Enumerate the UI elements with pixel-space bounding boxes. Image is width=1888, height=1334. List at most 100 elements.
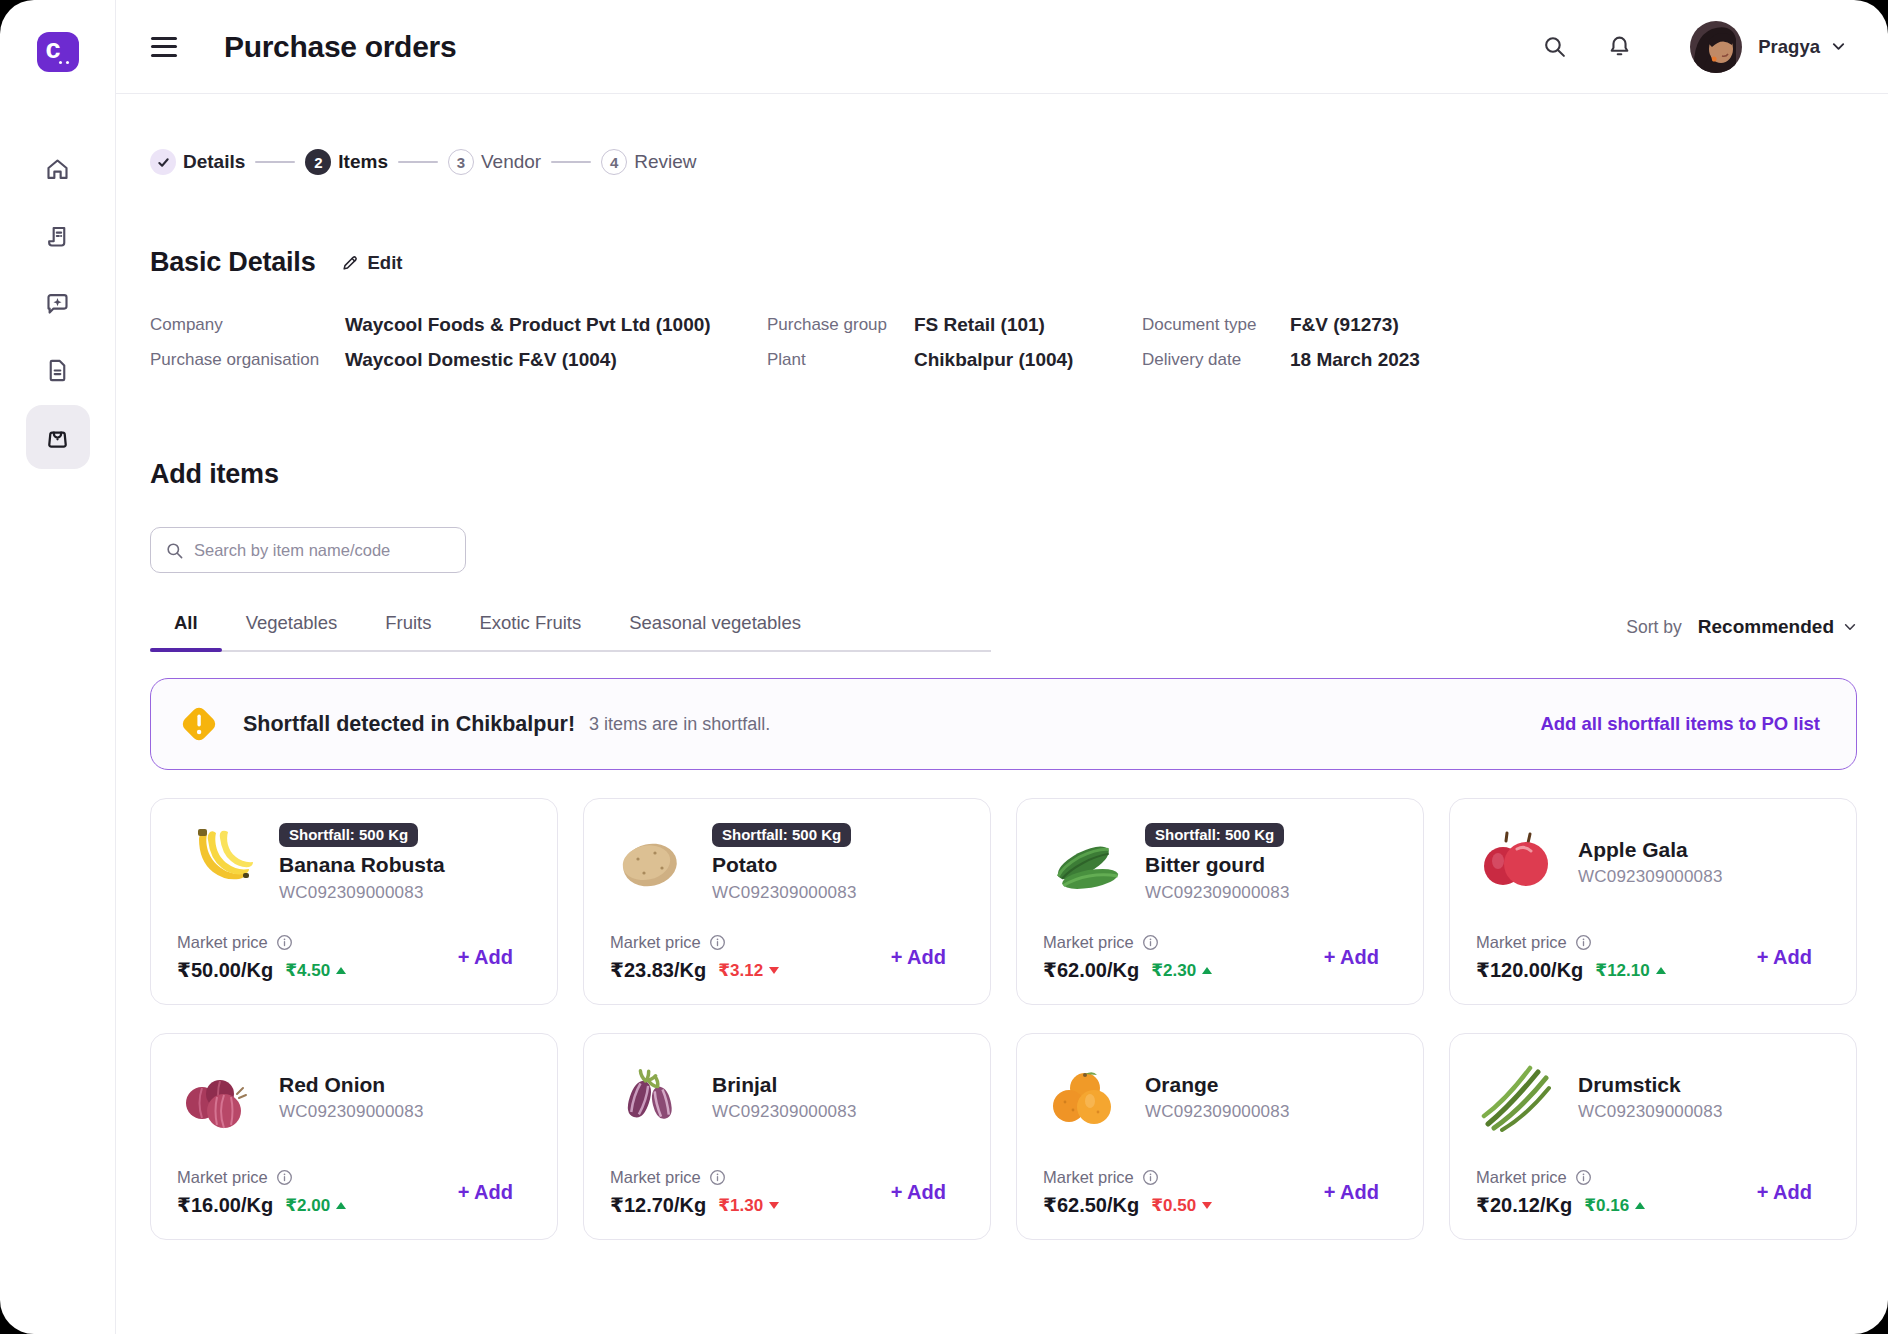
document-icon [44, 357, 71, 384]
item-cards-grid: Shortfall: 500 Kg Banana Robusta WC09230… [150, 798, 1857, 1240]
tab-fruits[interactable]: Fruits [361, 612, 455, 650]
item-price: ₹20.12/Kg [1476, 1193, 1572, 1217]
item-price: ₹50.00/Kg [177, 958, 273, 982]
step-vendor[interactable]: 3Vendor [448, 149, 541, 175]
orange-image [1043, 1058, 1123, 1138]
price-change: ₹2.30 [1151, 960, 1212, 981]
trend-icon [336, 967, 346, 974]
add-item-button[interactable]: + Add [458, 946, 513, 969]
item-search[interactable] [150, 527, 466, 573]
step-review[interactable]: 4 Review [601, 149, 696, 175]
sidebar-item-home[interactable] [26, 137, 90, 201]
search-icon[interactable] [1542, 34, 1567, 59]
app-window: c Purchase orders Pragya Detail [0, 0, 1888, 1334]
shortfall-badge: Shortfall: 500 Kg [279, 823, 418, 847]
add-item-button[interactable]: + Add [891, 1181, 946, 1204]
tab-all[interactable]: All [150, 612, 222, 650]
step-number: 4 [601, 149, 627, 175]
sort-value: Recommended [1698, 616, 1834, 638]
info-icon[interactable] [1142, 1169, 1159, 1186]
step-items[interactable]: 2Items [305, 149, 388, 175]
info-icon[interactable] [1575, 934, 1592, 951]
field-value: Chikbalpur (1004) [914, 349, 1142, 371]
field-value: 18 March 2023 [1290, 349, 1857, 371]
add-item-button[interactable]: + Add [458, 1181, 513, 1204]
info-icon[interactable] [709, 934, 726, 951]
sidebar-item-messages[interactable] [26, 271, 90, 335]
page-title: Purchase orders [224, 30, 456, 64]
item-code: WC092309000083 [712, 1102, 857, 1122]
brinjal-image [610, 1058, 690, 1138]
field-value: Waycool Domestic F&V (1004) [345, 349, 767, 371]
add-item-button[interactable]: + Add [1324, 946, 1379, 969]
shortfall-badge: Shortfall: 500 Kg [1145, 823, 1284, 847]
step-number: 3 [448, 149, 474, 175]
alert-title: Shortfall detected in Chikbalpur! [243, 712, 575, 737]
info-icon[interactable] [276, 1169, 293, 1186]
banana-image [177, 823, 257, 903]
brand-logo[interactable]: c [37, 32, 79, 72]
price-change: ₹2.00 [285, 1195, 346, 1216]
step-details[interactable]: Details [150, 149, 245, 175]
add-item-button[interactable]: + Add [1324, 1181, 1379, 1204]
info-icon[interactable] [1142, 934, 1159, 951]
sort-label: Sort by [1626, 617, 1681, 638]
item-price: ₹120.00/Kg [1476, 958, 1583, 982]
market-price-label: Market price [610, 1168, 701, 1187]
price-change: ₹0.16 [1584, 1195, 1645, 1216]
item-card: Red Onion WC092309000083 Market price ₹1… [150, 1033, 558, 1240]
price-change: ₹1.30 [718, 1195, 779, 1216]
notifications-icon[interactable] [1607, 34, 1632, 59]
check-icon [150, 149, 176, 175]
stepper-connector [551, 161, 591, 163]
step-number: 2 [305, 149, 331, 175]
info-icon[interactable] [276, 934, 293, 951]
item-code: WC092309000083 [1145, 1102, 1290, 1122]
item-code: WC092309000083 [279, 883, 445, 903]
stepper-connector [255, 161, 295, 163]
sidebar-nav [26, 137, 90, 469]
warning-icon [177, 702, 221, 746]
trend-icon [1656, 967, 1666, 974]
item-name: Bitter gourd [1145, 854, 1290, 877]
stepper: Details 2Items 3Vendor 4 Review [150, 149, 1857, 175]
edit-button[interactable]: Edit [341, 252, 403, 274]
market-price-label: Market price [1476, 933, 1567, 952]
user-name[interactable]: Pragya [1758, 36, 1820, 58]
add-all-shortfall-link[interactable]: Add all shortfall items to PO list [1540, 713, 1820, 735]
item-card: Shortfall: 500 Kg Banana Robusta WC09230… [150, 798, 558, 1005]
sidebar-item-purchase[interactable] [26, 405, 90, 469]
basic-details-header: Basic Details Edit [150, 247, 1857, 278]
tab-vegetables[interactable]: Vegetables [222, 612, 362, 650]
trend-icon [1635, 1202, 1645, 1209]
chevron-down-icon[interactable] [1831, 39, 1846, 54]
avatar[interactable] [1690, 21, 1742, 73]
stepper-connector [398, 161, 438, 163]
potato-image [610, 823, 690, 903]
sort-by[interactable]: Sort by Recommended [1626, 616, 1857, 652]
shortfall-alert: Shortfall detected in Chikbalpur! 3 item… [150, 678, 1857, 770]
alert-subtitle: 3 items are in shortfall. [589, 714, 770, 735]
item-name: Orange [1145, 1074, 1290, 1097]
add-item-button[interactable]: + Add [1757, 1181, 1812, 1204]
step-label: Review [634, 151, 696, 173]
field-label: Company [150, 314, 345, 336]
add-item-button[interactable]: + Add [891, 946, 946, 969]
menu-icon[interactable] [151, 37, 177, 57]
field-label: Plant [767, 349, 914, 371]
search-input[interactable] [194, 541, 453, 560]
item-card: Orange WC092309000083 Market price ₹62.5… [1016, 1033, 1424, 1240]
category-tabs: AllVegetablesFruitsExotic FruitsSeasonal… [150, 612, 991, 652]
step-label: Details [183, 151, 245, 173]
sidebar-item-orders[interactable] [26, 204, 90, 268]
info-icon[interactable] [1575, 1169, 1592, 1186]
trend-icon [769, 967, 779, 974]
info-icon[interactable] [709, 1169, 726, 1186]
trend-icon [1202, 1202, 1212, 1209]
tab-exotic-fruits[interactable]: Exotic Fruits [455, 612, 605, 650]
price-change: ₹4.50 [285, 960, 346, 981]
item-code: WC092309000083 [712, 883, 857, 903]
add-item-button[interactable]: + Add [1757, 946, 1812, 969]
tab-seasonal-vegetables[interactable]: Seasonal vegetables [605, 612, 825, 650]
sidebar-item-documents[interactable] [26, 338, 90, 402]
